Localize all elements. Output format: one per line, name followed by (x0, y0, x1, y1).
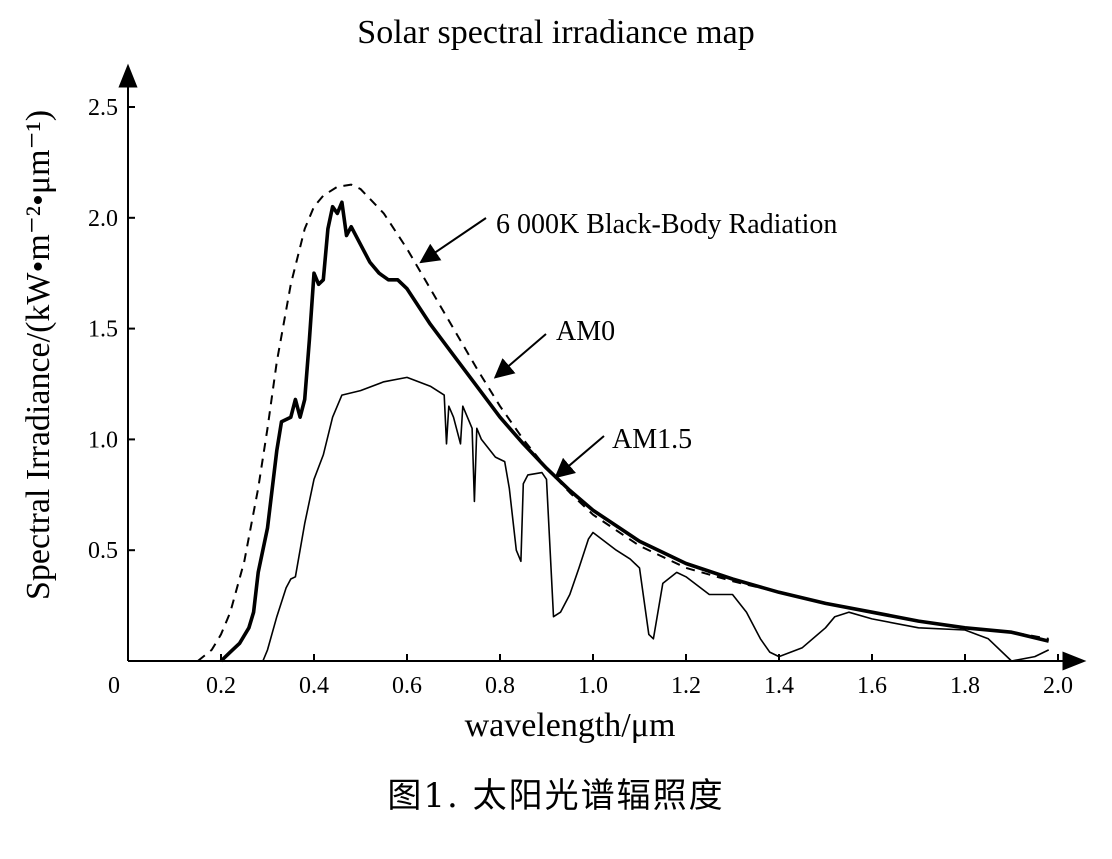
x-tick-label: 2.0 (1043, 673, 1073, 699)
x-tick-label: 1.0 (578, 673, 608, 699)
annotation-label: 6 000K Black-Body Radiation (496, 209, 837, 240)
x-tick-label: 1.4 (764, 673, 794, 699)
annotation-layer: 6 000K Black-Body Radiation AM0 AM1.5 (419, 209, 837, 479)
y-tick-label: 2.5 (88, 95, 118, 121)
figure-caption: 图1. 太阳光谱辐照度 (387, 776, 725, 816)
annotation-label: AM0 (556, 316, 615, 347)
x-tick-label: 0.4 (299, 673, 329, 699)
annotation-arrow (419, 217, 487, 264)
y-tick-label: 2.0 (88, 206, 118, 232)
series-line-am0 (219, 200, 1050, 663)
x-tick-label: 0.2 (206, 673, 236, 699)
x-tick-label: 1.2 (671, 673, 701, 699)
series-line-6-000k-black-body-radiation (197, 183, 1049, 662)
annotation-arrow (554, 435, 605, 479)
series-layer (197, 183, 1050, 663)
x-ticks: 0 0.2 0.4 0.6 0.8 1.0 1.2 1.4 1.6 1.8 2.0 (108, 654, 1073, 699)
y-tick-label: 1.5 (88, 317, 118, 343)
chart-title: Solar spectral irradiance map (357, 14, 755, 51)
x-tick-label: 1.6 (857, 673, 887, 699)
y-tick-label: 0.5 (88, 538, 118, 564)
annotation-arrow (493, 333, 547, 379)
y-axis-label: Spectral Irradiance/(kW•m⁻²•μm⁻¹) (20, 109, 57, 601)
annotation-label: AM1.5 (612, 424, 692, 455)
y-tick-label: 1.0 (88, 427, 118, 453)
x-tick-label: 0.6 (392, 673, 422, 699)
x-tick-label: 0 (108, 673, 120, 699)
x-axis-label: wavelength/μm (464, 707, 676, 744)
series-line-am1-5 (262, 376, 1050, 662)
x-tick-label: 0.8 (485, 673, 515, 699)
x-tick-label: 1.8 (950, 673, 980, 699)
y-ticks: 0.5 1.0 1.5 2.0 2.5 (88, 95, 135, 564)
